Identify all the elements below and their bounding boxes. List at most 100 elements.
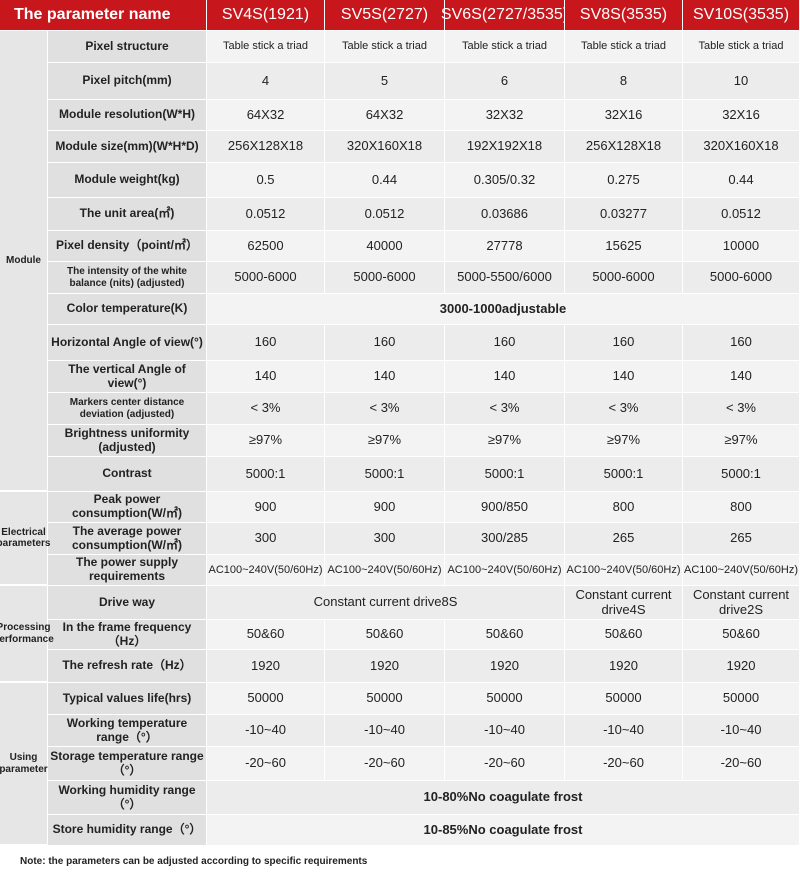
parameter-label: Contrast [48,457,207,492]
parameter-label: Pixel density（point/㎡） [48,231,207,262]
parameter-value: 160 [565,325,683,361]
parameter-value: < 3% [565,393,683,425]
parameter-value: -20~60 [207,747,325,781]
parameter-value: 140 [325,361,445,393]
parameter-value: 50000 [325,683,445,715]
parameter-value: 1920 [683,650,800,683]
parameter-value: 64X32 [325,100,445,131]
parameter-value: -10~40 [445,715,565,747]
parameter-label: Working temperature range（°） [48,715,207,747]
parameter-value: 0.44 [325,163,445,198]
parameter-value: 5000-6000 [565,262,683,294]
parameter-label: Pixel pitch(mm) [48,63,207,100]
parameter-value: 10 [683,63,800,100]
parameter-value: AC100~240V(50/60Hz) [565,555,683,586]
column-header: SV10S(3535) [683,0,800,31]
column-header: SV8S(3535) [565,0,683,31]
parameter-label: The unit area(㎡) [48,198,207,231]
parameter-value: -10~40 [565,715,683,747]
parameter-label: Color temperature(K) [48,294,207,325]
parameter-label: Module resolution(W*H) [48,100,207,131]
parameter-value: 0.03686 [445,198,565,231]
parameter-value: 320X160X18 [683,131,800,163]
parameter-label: Working humidity range（°） [48,781,207,815]
parameter-label: Store humidity range（°） [48,815,207,846]
parameter-value: -20~60 [325,747,445,781]
parameter-value: 300 [207,523,325,555]
parameter-value: 0.275 [565,163,683,198]
parameter-value: < 3% [445,393,565,425]
parameter-value: -20~60 [445,747,565,781]
parameter-value: ≥97% [445,425,565,457]
parameter-label: The refresh rate（Hz） [48,650,207,683]
parameter-value: 27778 [445,231,565,262]
parameter-value: ≥97% [325,425,445,457]
parameter-value: Table stick a triad [683,31,800,63]
parameter-label: Peak power consumption(W/㎡) [48,492,207,523]
parameter-value: 50000 [207,683,325,715]
group-label: Using parameter [0,683,48,846]
parameter-label: The average power consumption(W/㎡) [48,523,207,555]
parameter-value: 50&60 [445,620,565,650]
group-label: Module [0,31,48,492]
parameter-label: The power supply requirements [48,555,207,586]
parameter-value: 5000:1 [207,457,325,492]
parameter-value: 800 [683,492,800,523]
note: Note: the parameters can be adjusted acc… [20,856,368,867]
parameter-value: -10~40 [683,715,800,747]
parameter-value: 160 [445,325,565,361]
parameter-value: 265 [683,523,800,555]
parameter-value: 1920 [445,650,565,683]
parameter-value: 50000 [565,683,683,715]
group-label: Electrical parameters [0,492,50,586]
parameter-value: ≥97% [565,425,683,457]
column-header: SV6S(2727/3535) [441,0,568,31]
parameter-value: 5000:1 [683,457,800,492]
parameter-value: 5000-6000 [325,262,445,294]
parameter-value: 300/285 [445,523,565,555]
parameter-value: 0.305/0.32 [445,163,565,198]
parameter-value: 32X16 [683,100,800,131]
parameter-label: Horizontal Angle of view(°) [48,325,207,361]
parameter-value: 192X192X18 [445,131,565,163]
parameter-value: 140 [207,361,325,393]
parameter-value: 5000:1 [445,457,565,492]
parameter-value: 50&60 [565,620,683,650]
parameter-label: Storage temperature range（°） [48,747,207,781]
parameter-value: ≥97% [683,425,800,457]
parameter-value: Table stick a triad [445,31,565,63]
parameter-value: < 3% [325,393,445,425]
parameter-value: 50000 [683,683,800,715]
parameter-label: Module weight(kg) [48,163,207,198]
parameter-value: 900/850 [445,492,565,523]
column-header: SV4S(1921) [207,0,325,31]
parameter-value: 10-80%No coagulate frost [207,781,800,815]
parameter-label: In the frame frequency（Hz） [48,620,207,650]
parameter-value: 5000-6000 [683,262,800,294]
parameter-value: 160 [325,325,445,361]
parameter-value: Constant current drive2S [683,586,800,620]
parameter-value: AC100~240V(50/60Hz) [445,555,565,586]
parameter-value: 320X160X18 [325,131,445,163]
parameter-value: 140 [445,361,565,393]
parameter-value: -20~60 [565,747,683,781]
parameter-value: 1920 [565,650,683,683]
parameter-value: 50&60 [325,620,445,650]
parameter-value: 32X16 [565,100,683,131]
parameter-value: 265 [565,523,683,555]
parameter-value: 1920 [325,650,445,683]
parameter-value: 10-85%No coagulate frost [207,815,800,846]
parameter-value: 62500 [207,231,325,262]
parameter-value: AC100~240V(50/60Hz) [325,555,445,586]
parameter-value: 1920 [207,650,325,683]
header-title: The parameter name [0,0,207,31]
parameter-value: 256X128X18 [565,131,683,163]
parameter-value: 5000:1 [325,457,445,492]
parameter-value: 300 [325,523,445,555]
parameter-value: 900 [207,492,325,523]
parameter-value: 3000-1000adjustable [207,294,800,325]
parameter-value: 140 [565,361,683,393]
parameter-value: < 3% [683,393,800,425]
parameter-value: 900 [325,492,445,523]
parameter-value: -10~40 [207,715,325,747]
